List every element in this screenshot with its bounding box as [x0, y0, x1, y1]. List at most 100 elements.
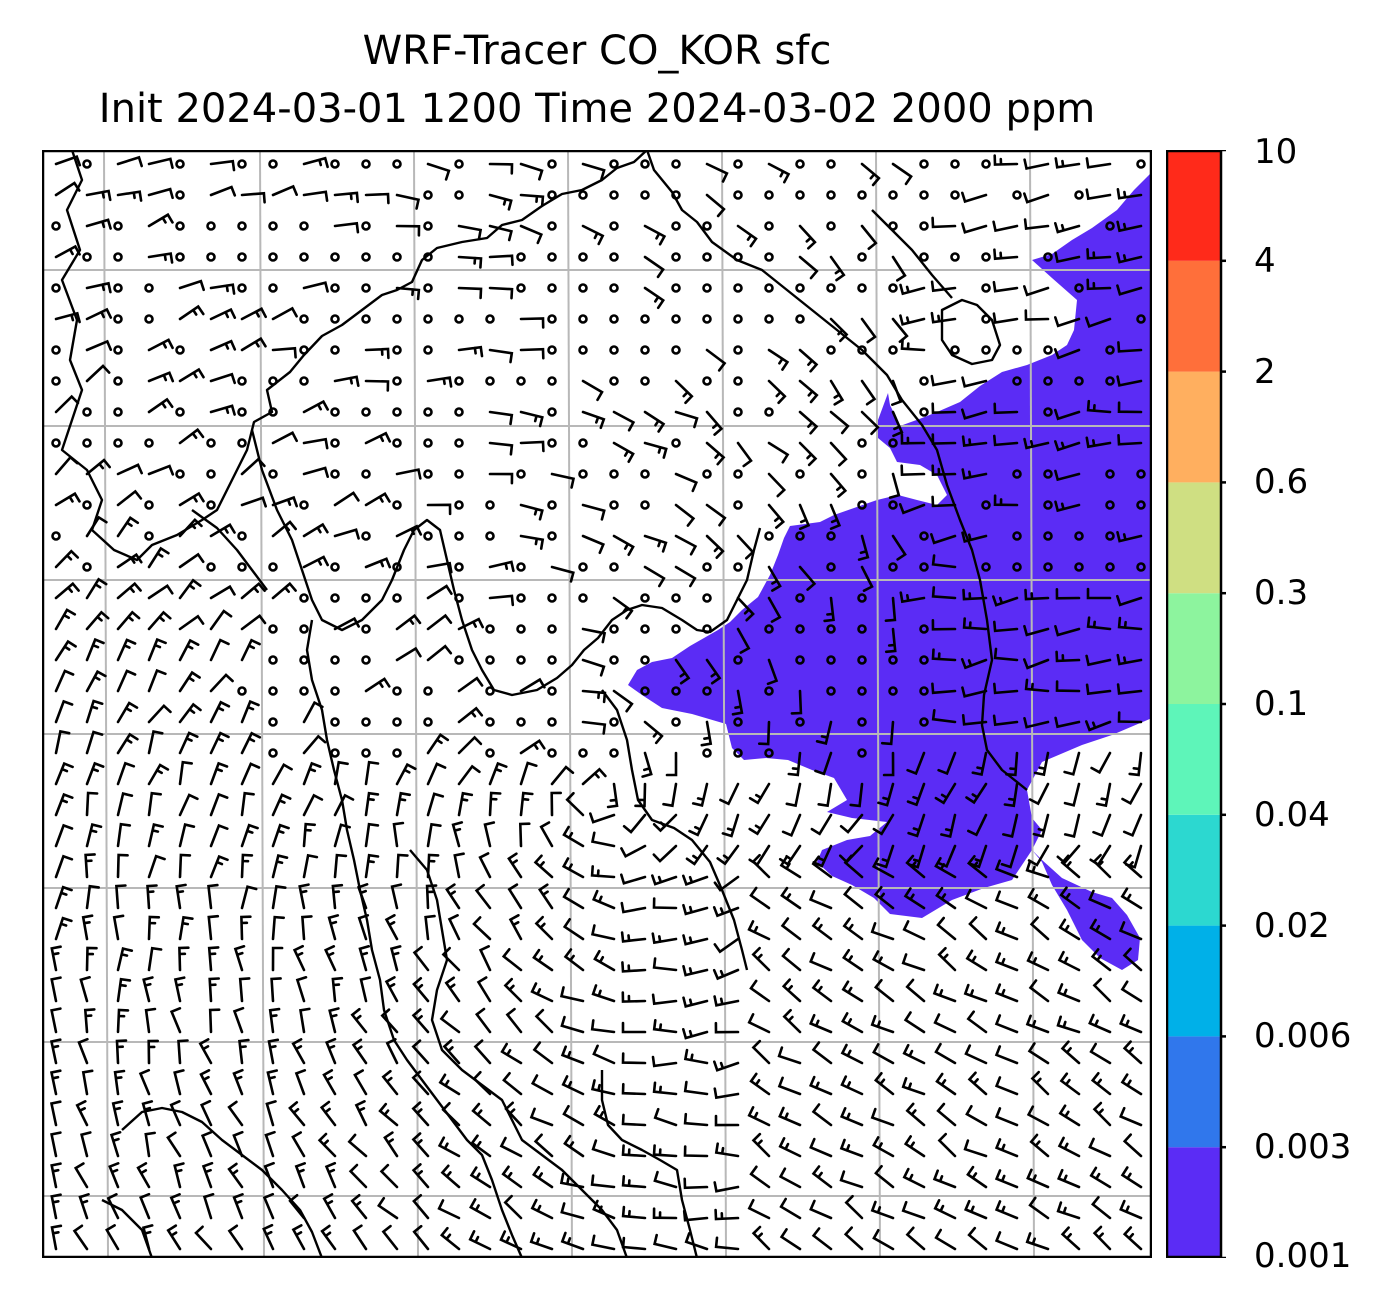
wind-barb	[967, 813, 988, 837]
wind-barb	[147, 1039, 159, 1065]
wind-barb	[1116, 531, 1143, 543]
wind-barb	[178, 915, 194, 941]
wind-barb	[488, 441, 514, 456]
wind-barb	[331, 883, 344, 910]
wind-barb	[643, 534, 668, 553]
wind-barb	[1121, 782, 1143, 806]
wind-barb	[85, 364, 111, 383]
wind-barb	[470, 1134, 492, 1158]
wind-barb	[1060, 854, 1081, 879]
wind-barb	[963, 983, 988, 1003]
wind-barb	[1029, 916, 1050, 941]
wind-barb	[798, 565, 817, 591]
wind-barb	[1116, 220, 1143, 233]
wind-barb	[537, 883, 554, 910]
calm-wind-marker	[950, 159, 960, 169]
wind-barb	[425, 884, 438, 910]
wind-barb	[50, 1162, 62, 1189]
wind-barb	[333, 191, 359, 204]
wind-barb	[593, 1105, 616, 1127]
wind-barb	[901, 1077, 926, 1096]
wind-barb	[736, 596, 755, 622]
wind-barb	[891, 162, 913, 186]
wind-barb	[112, 914, 125, 941]
wind-barb	[933, 1013, 957, 1034]
wind-barb	[50, 1224, 63, 1251]
wind-barb	[85, 218, 112, 230]
calm-wind-marker	[237, 252, 247, 262]
wind-barb	[971, 751, 988, 777]
wind-barb	[519, 738, 546, 755]
wind-barb	[141, 1100, 154, 1127]
calm-wind-marker	[330, 314, 340, 324]
wind-barb	[240, 915, 252, 941]
calm-wind-marker	[795, 593, 805, 603]
wind-barb	[798, 348, 819, 373]
wind-barb	[790, 689, 803, 715]
calm-wind-marker	[237, 531, 247, 541]
wind-barb	[653, 1233, 678, 1251]
wind-barb	[809, 1199, 833, 1220]
wind-barb	[115, 884, 127, 910]
wind-barb	[931, 464, 957, 477]
wind-barb	[994, 1045, 1019, 1065]
wind-barb	[1054, 316, 1081, 328]
wind-barb	[779, 1228, 802, 1251]
wind-barb	[651, 874, 678, 886]
wind-barb	[961, 376, 988, 388]
wind-barb	[965, 1105, 988, 1127]
wind-barb	[1090, 1072, 1112, 1096]
wind-barb	[736, 224, 758, 248]
calm-wind-marker	[733, 748, 743, 758]
wind-barb	[232, 1068, 244, 1096]
wind-barb	[1085, 188, 1112, 201]
calm-wind-marker	[671, 345, 681, 355]
wind-barb	[319, 1100, 337, 1127]
wind-barb	[652, 1207, 678, 1220]
wind-barb	[839, 1170, 864, 1189]
calm-wind-marker	[113, 252, 123, 262]
wind-barb	[606, 782, 619, 809]
wind-barb	[714, 1208, 740, 1221]
calm-wind-marker	[175, 345, 185, 355]
wind-barb	[871, 950, 895, 972]
wind-barb	[849, 782, 864, 808]
wind-barb	[144, 1007, 157, 1034]
wind-barb	[901, 1200, 926, 1220]
wind-barb	[829, 317, 849, 343]
wind-barb	[674, 534, 698, 556]
wind-barb	[559, 986, 585, 1003]
wind-barb	[905, 854, 926, 879]
calm-wind-marker	[578, 190, 588, 200]
wind-barb	[209, 584, 236, 600]
wind-barb	[1056, 1015, 1081, 1034]
wind-barb	[964, 888, 988, 910]
calm-wind-marker	[764, 686, 774, 696]
wind-barb	[559, 1172, 585, 1189]
calm-wind-marker	[113, 407, 123, 417]
calm-wind-marker	[485, 748, 495, 758]
wind-barb	[73, 1162, 89, 1189]
wind-barb	[674, 410, 699, 429]
wind-barb	[1088, 1137, 1112, 1158]
wind-barb	[798, 379, 819, 404]
calm-wind-marker	[423, 438, 433, 448]
wind-barb	[1056, 844, 1081, 865]
wind-barb	[808, 1013, 833, 1034]
calm-wind-marker	[578, 748, 588, 758]
calm-wind-marker	[1074, 531, 1084, 541]
calm-wind-marker	[361, 717, 371, 727]
wind-barb	[356, 883, 369, 910]
calm-wind-marker	[392, 500, 402, 510]
colorbar-tick-label: 10	[1254, 132, 1298, 172]
calm-wind-marker	[175, 221, 185, 231]
wind-barb	[519, 791, 534, 817]
wind-barb	[384, 914, 399, 941]
wind-barb	[502, 1071, 523, 1096]
calm-wind-marker	[857, 469, 867, 479]
wind-barb	[766, 658, 779, 686]
wind-barb	[749, 979, 771, 1003]
wind-barb	[1054, 625, 1081, 637]
wind-barb	[811, 979, 833, 1003]
wind-barb	[778, 1167, 802, 1189]
